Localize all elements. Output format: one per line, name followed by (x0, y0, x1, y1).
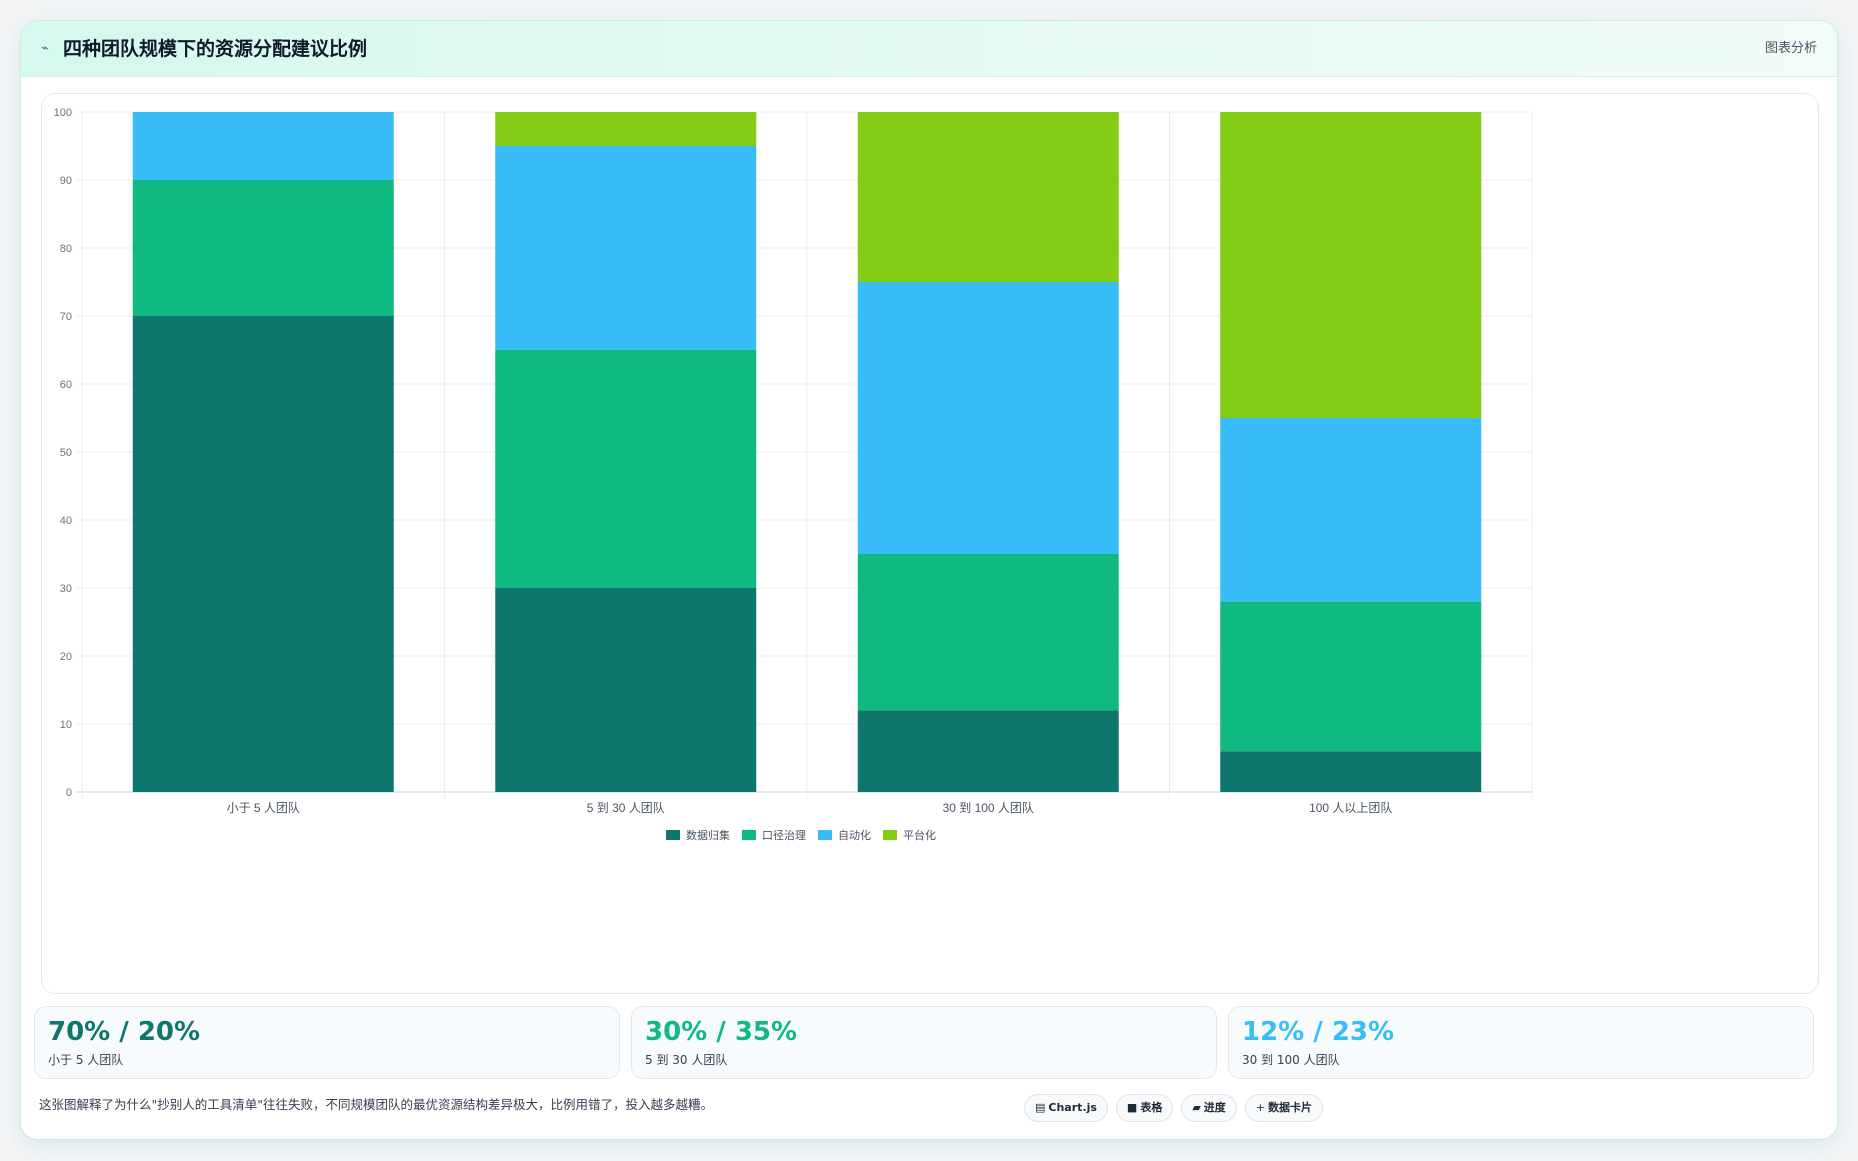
stat-card-mid-team: 30% / 35% 5 到 30 人团队 (631, 1006, 1217, 1079)
y-tick-label: 30 (60, 583, 72, 595)
bar-segment (495, 588, 757, 792)
y-tick-label: 0 (66, 787, 72, 799)
tag-data-card[interactable]: + 数据卡片 (1244, 1094, 1324, 1122)
legend-swatch (666, 830, 680, 840)
bar-segment (132, 112, 394, 180)
stat-value: 12% / 23% (1242, 1017, 1395, 1047)
tag-label: Chart.js (1048, 1101, 1097, 1114)
bar-segment (857, 112, 1119, 282)
bar-segment (1220, 751, 1482, 792)
y-tick-label: 90 (60, 175, 72, 187)
bar-segment (1220, 601, 1482, 752)
legend-label: 口径治理 (762, 828, 806, 842)
tag-progress[interactable]: ▰ 进度 (1181, 1094, 1237, 1122)
stat-card-large-team: 12% / 23% 30 到 100 人团队 (1228, 1006, 1814, 1079)
tag-label: 进度 (1203, 1101, 1226, 1114)
x-tick-label: 100 人以上团队 (1309, 800, 1392, 815)
bar-segment (1220, 418, 1482, 602)
stat-value: 70% / 20% (48, 1017, 201, 1047)
stat-value: 30% / 35% (645, 1017, 798, 1047)
stat-card-small-team: 70% / 20% 小于 5 人团队 (34, 1006, 620, 1079)
legend-label: 数据归集 (686, 828, 730, 842)
stat-label: 30 到 100 人团队 (1242, 1053, 1340, 1067)
bar-segment (495, 112, 757, 146)
stat-label: 5 到 30 人团队 (645, 1053, 728, 1067)
y-tick-label: 10 (60, 719, 72, 731)
stacked-bar-chart: 0 10 20 30 40 50 60 70 80 90 100 小于 5 人团队 5 到 30 人团队… (54, 107, 1533, 842)
y-tick-label: 80 (60, 243, 72, 255)
progress-icon: ▰ (1192, 1101, 1201, 1114)
y-tick-label: 20 (60, 651, 72, 663)
chart-footnote: 这张图解释了为什么"抄别人的工具清单"往往失败，不同规模团队的最优资源结构差异极… (39, 1097, 714, 1112)
tag-label: 数据卡片 (1268, 1101, 1313, 1114)
chart-title: 四种团队规模下的资源分配建议比例 (63, 38, 368, 60)
bar-segment (1220, 112, 1482, 418)
card-header: ⌁ 四种团队规模下的资源分配建议比例 图表分析 (21, 21, 1837, 77)
tag-list: ▤ Chart.js ■ 表格 ▰ 进度 + 数据卡片 (1024, 1094, 1324, 1122)
sparkle-icon: + (1255, 1101, 1266, 1114)
y-tick-label: 60 (60, 379, 72, 391)
legend-swatch (883, 830, 897, 840)
bar-segment (857, 282, 1119, 554)
y-tick-label: 70 (60, 311, 72, 323)
chart-container: 0 10 20 30 40 50 60 70 80 90 100 小于 5 人团队 5 到 30 人团队… (41, 93, 1819, 994)
y-tick-label: 100 (54, 107, 72, 119)
trend-line-icon: ⌁ (41, 41, 49, 56)
tag-table[interactable]: ■ 表格 (1115, 1094, 1174, 1122)
chart-icon: ▤ (1035, 1101, 1046, 1114)
chart-analysis-link[interactable]: 图表分析 (1764, 41, 1817, 56)
legend-label: 自动化 (838, 828, 871, 842)
chart-card: ⌁ 四种团队规模下的资源分配建议比例 图表分析 0 10 20 30 40 50 60 70 8… (20, 20, 1838, 1140)
stat-label: 小于 5 人团队 (48, 1053, 124, 1067)
tag-label: 表格 (1140, 1101, 1163, 1114)
bar-segment (857, 554, 1119, 711)
tag-chartjs[interactable]: ▤ Chart.js (1024, 1094, 1108, 1122)
x-tick-label: 5 到 30 人团队 (587, 800, 665, 815)
legend-label: 平台化 (903, 828, 936, 842)
bar-segment (495, 350, 757, 588)
x-tick-label: 小于 5 人团队 (227, 800, 300, 815)
x-tick-label: 30 到 100 人团队 (943, 800, 1034, 815)
legend-swatch (818, 830, 832, 840)
y-tick-label: 50 (60, 447, 72, 459)
bar-segment (132, 316, 394, 792)
bar-segment (857, 710, 1119, 792)
table-icon: ■ (1126, 1101, 1138, 1114)
y-tick-label: 40 (60, 515, 72, 527)
bar-segment (132, 180, 394, 316)
bar-segment (495, 146, 757, 350)
legend-swatch (742, 830, 756, 840)
